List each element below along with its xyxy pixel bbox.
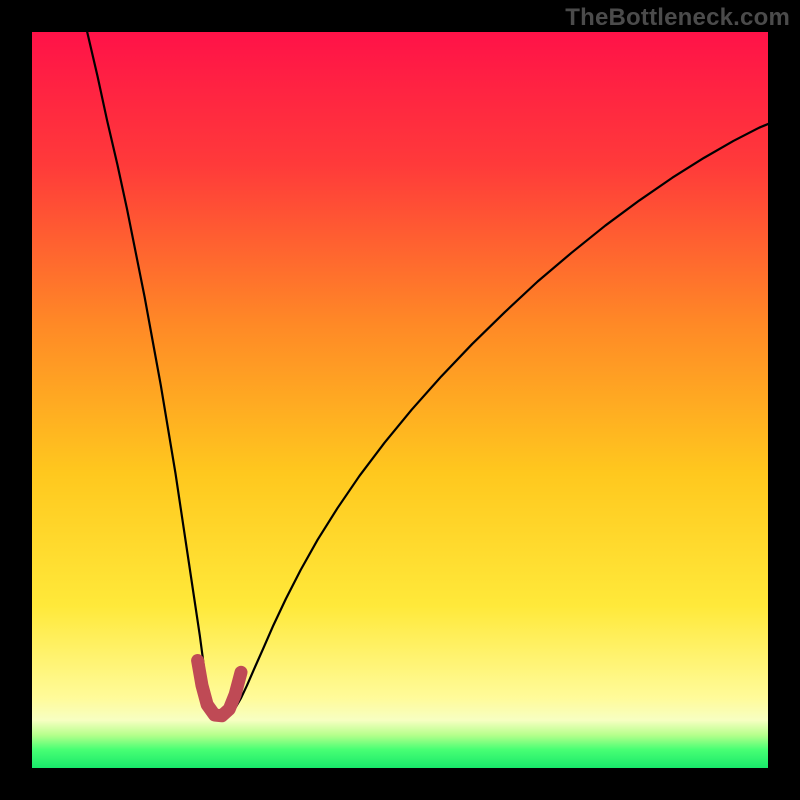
plot-area: [32, 32, 768, 768]
chart-frame: TheBottleneck.com: [0, 0, 800, 800]
plot-svg: [32, 32, 768, 768]
gradient-background: [32, 32, 768, 768]
watermark-text: TheBottleneck.com: [565, 4, 790, 32]
